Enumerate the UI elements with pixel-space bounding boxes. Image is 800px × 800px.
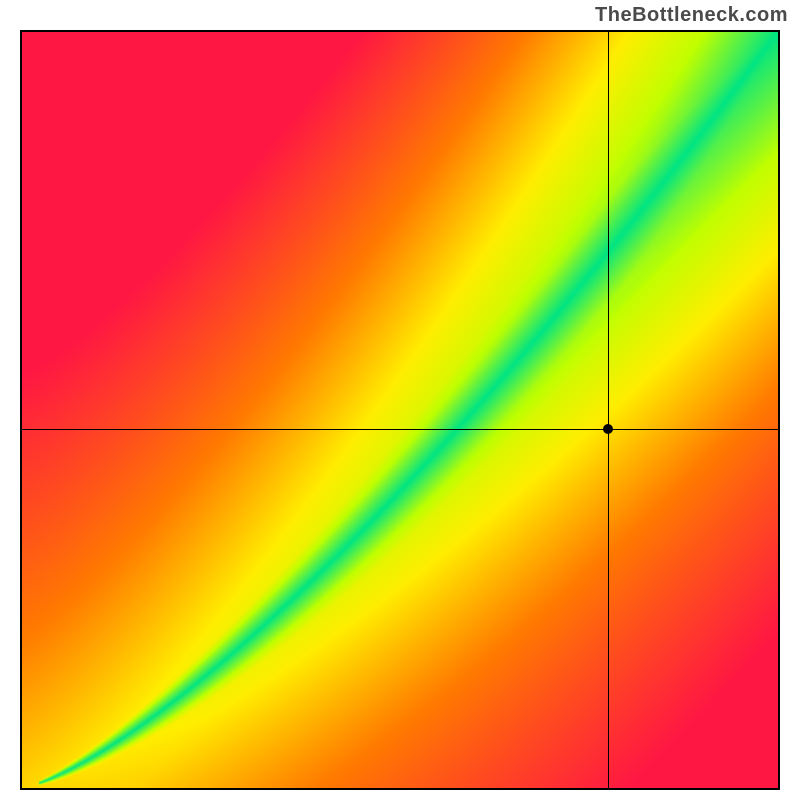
crosshair-vertical (608, 32, 609, 788)
crosshair-marker (603, 424, 613, 434)
watermark-text: TheBottleneck.com (595, 4, 788, 27)
chart-container: TheBottleneck.com (0, 0, 800, 800)
plot-area (20, 30, 780, 790)
crosshair-horizontal (22, 429, 778, 430)
heatmap-canvas (22, 32, 778, 788)
